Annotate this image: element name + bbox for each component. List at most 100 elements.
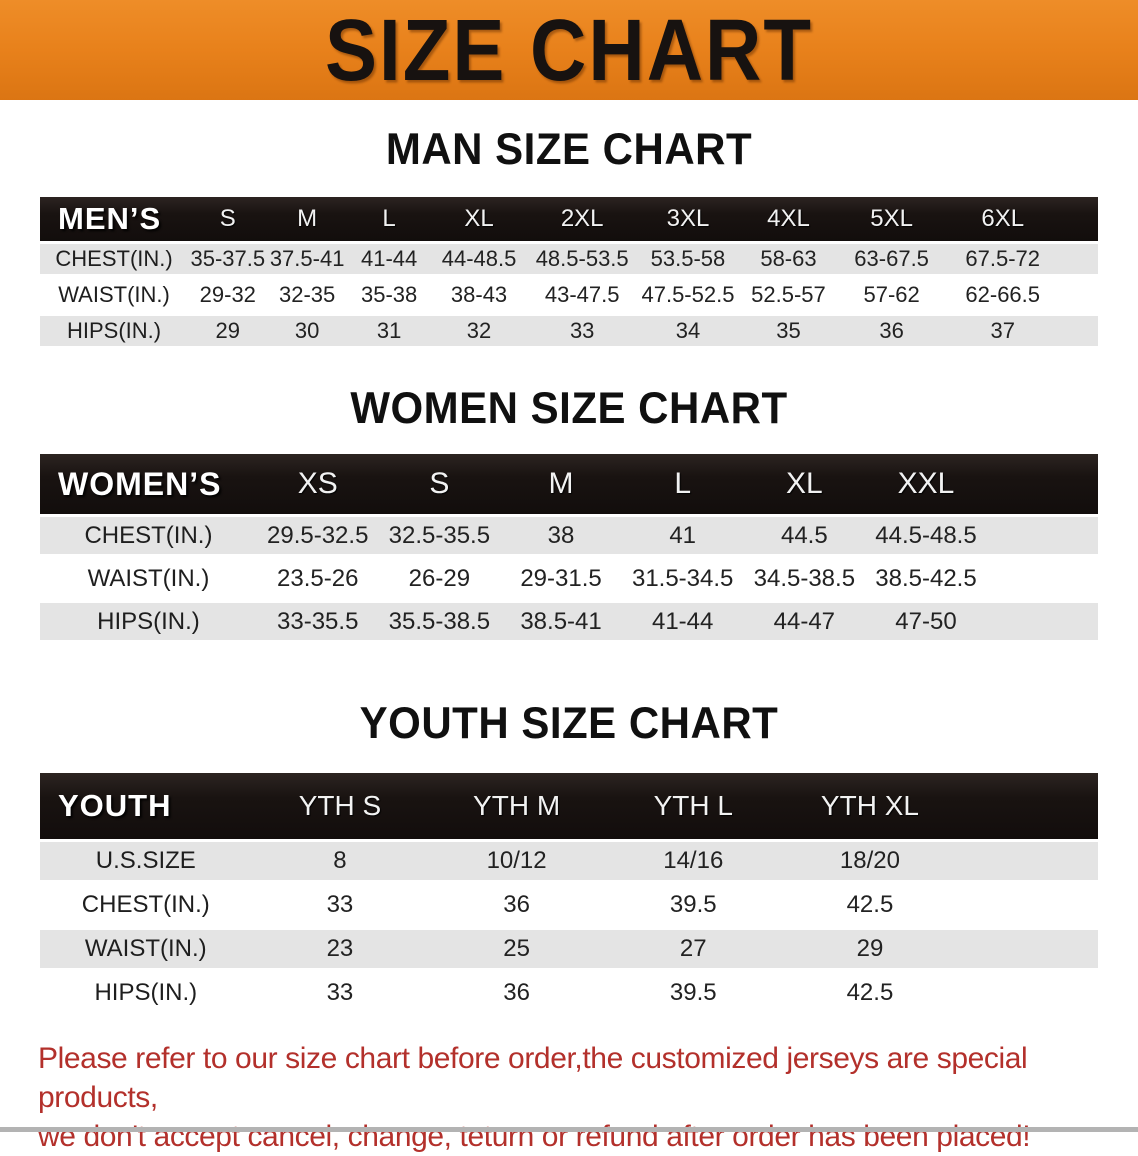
size-column-header: S — [188, 197, 268, 241]
value-cell: 36 — [838, 313, 945, 349]
spacer-cell — [958, 883, 1098, 927]
spacer-cell — [1060, 197, 1098, 241]
value-cell: 33 — [251, 971, 429, 1015]
value-cell: 42.5 — [781, 883, 959, 927]
banner-title: SIZE CHART — [325, 0, 813, 99]
value-cell: 33-35.5 — [256, 600, 379, 643]
value-cell: 38.5-41 — [500, 600, 622, 643]
value-cell: 47-50 — [865, 600, 987, 643]
value-cell: 37 — [944, 313, 1061, 349]
value-cell: 44-47 — [743, 600, 866, 643]
youth-header-row: YOUTH YTH S YTH M YTH L YTH XL — [40, 773, 1098, 839]
spacer-cell — [986, 454, 1098, 514]
value-cell: 27 — [604, 927, 782, 971]
value-cell: 29-32 — [188, 277, 268, 313]
size-column-header: YTH S — [251, 773, 429, 839]
value-cell: 26-29 — [378, 557, 501, 600]
youth-size-table: YOUTH YTH S YTH M YTH L YTH XL U.S.SIZE 8 10/1… — [40, 773, 1098, 1015]
value-cell: 8 — [251, 839, 429, 883]
value-cell: 44-48.5 — [431, 241, 527, 277]
table-row: CHEST(IN.) 33 36 39.5 42.5 — [40, 883, 1098, 927]
spacer-cell — [1060, 277, 1098, 313]
table-row: WAIST(IN.) 29-32 32-35 35-38 38-43 43-47.5 47.… — [40, 277, 1098, 313]
size-column-header: XXL — [865, 454, 987, 514]
value-cell: 42.5 — [781, 971, 959, 1015]
size-column-header: YTH L — [604, 773, 782, 839]
row-label-cell: HIPS(IN.) — [40, 313, 189, 349]
men-header-row: MEN’S S M L XL 2XL 3XL 4XL 5XL 6XL — [40, 197, 1098, 241]
size-column-header: 6XL — [944, 197, 1061, 241]
value-cell: 57-62 — [838, 277, 945, 313]
value-cell: 23 — [251, 927, 429, 971]
size-column-header: XL — [431, 197, 527, 241]
women-section-title: WOMEN SIZE CHART — [350, 382, 788, 433]
value-cell: 38 — [500, 514, 622, 557]
size-column-header: 3XL — [637, 197, 739, 241]
size-chart-banner: SIZE CHART — [0, 0, 1138, 100]
value-cell: 53.5-58 — [637, 241, 739, 277]
value-cell: 29 — [188, 313, 268, 349]
spacer-cell — [1060, 241, 1098, 277]
value-cell: 41-44 — [346, 241, 432, 277]
value-cell: 14/16 — [604, 839, 782, 883]
value-cell: 29.5-32.5 — [256, 514, 379, 557]
size-column-header: L — [346, 197, 432, 241]
women-size-table: WOMEN’S XS S M L XL XXL CHEST(IN.) 29.5-32.5 32.… — [40, 454, 1098, 643]
spacer-cell — [958, 971, 1098, 1015]
value-cell: 36 — [428, 971, 605, 1015]
size-column-header: YTH XL — [781, 773, 959, 839]
table-row: HIPS(IN.) 33 36 39.5 42.5 — [40, 971, 1098, 1015]
row-label-cell: WAIST(IN.) — [40, 927, 252, 971]
value-cell: 32 — [431, 313, 527, 349]
table-group-label: MEN’S — [40, 197, 189, 241]
value-cell: 35-38 — [346, 277, 432, 313]
value-cell: 31.5-34.5 — [621, 557, 744, 600]
table-group-label: YOUTH — [40, 773, 252, 839]
table-row: HIPS(IN.) 29 30 31 32 33 34 35 36 37 — [40, 313, 1098, 349]
value-cell: 37.5-41 — [267, 241, 347, 277]
spacer-cell — [986, 600, 1098, 643]
size-column-header: M — [267, 197, 347, 241]
size-column-header: XL — [743, 454, 866, 514]
spacer-cell — [958, 927, 1098, 971]
value-cell: 39.5 — [604, 883, 782, 927]
value-cell: 38-43 — [431, 277, 527, 313]
value-cell: 47.5-52.5 — [637, 277, 739, 313]
value-cell: 29 — [781, 927, 959, 971]
value-cell: 44.5 — [743, 514, 866, 557]
spacer-cell — [958, 773, 1098, 839]
row-label-cell: WAIST(IN.) — [40, 277, 189, 313]
spacer-cell — [986, 557, 1098, 600]
youth-section-title: YOUTH SIZE CHART — [359, 697, 779, 748]
table-row: WAIST(IN.) 23 25 27 29 — [40, 927, 1098, 971]
size-column-header: M — [500, 454, 622, 514]
table-row: U.S.SIZE 8 10/12 14/16 18/20 — [40, 839, 1098, 883]
value-cell: 25 — [428, 927, 605, 971]
spacer-cell — [958, 839, 1098, 883]
men-size-table: MEN’S S M L XL 2XL 3XL 4XL 5XL 6XL CHEST(IN.) 35-3… — [40, 197, 1098, 349]
value-cell: 44.5-48.5 — [865, 514, 987, 557]
disclaimer-line-2: we don't accept cancel, change, teturn o… — [38, 1120, 1031, 1153]
row-label-cell: HIPS(IN.) — [40, 600, 257, 643]
image-bottom-edge — [0, 1127, 1138, 1132]
value-cell: 34 — [637, 313, 739, 349]
spacer-cell — [986, 514, 1098, 557]
value-cell: 35-37.5 — [188, 241, 268, 277]
table-row: WAIST(IN.) 23.5-26 26-29 29-31.5 31.5-34.5 34… — [40, 557, 1098, 600]
value-cell: 67.5-72 — [944, 241, 1061, 277]
size-column-header: YTH M — [428, 773, 605, 839]
table-group-label: WOMEN’S — [40, 454, 257, 514]
value-cell: 29-31.5 — [500, 557, 622, 600]
value-cell: 33 — [526, 313, 638, 349]
value-cell: 32-35 — [267, 277, 347, 313]
women-header-row: WOMEN’S XS S M L XL XXL — [40, 454, 1098, 514]
table-row: HIPS(IN.) 33-35.5 35.5-38.5 38.5-41 41-44 44-… — [40, 600, 1098, 643]
value-cell: 35 — [738, 313, 839, 349]
value-cell: 35.5-38.5 — [378, 600, 501, 643]
value-cell: 41 — [621, 514, 744, 557]
row-label-cell: WAIST(IN.) — [40, 557, 257, 600]
value-cell: 34.5-38.5 — [743, 557, 866, 600]
row-label-cell: CHEST(IN.) — [40, 514, 257, 557]
disclaimer-line-1: Please refer to our size chart before or… — [38, 1042, 1028, 1114]
value-cell: 43-47.5 — [526, 277, 638, 313]
